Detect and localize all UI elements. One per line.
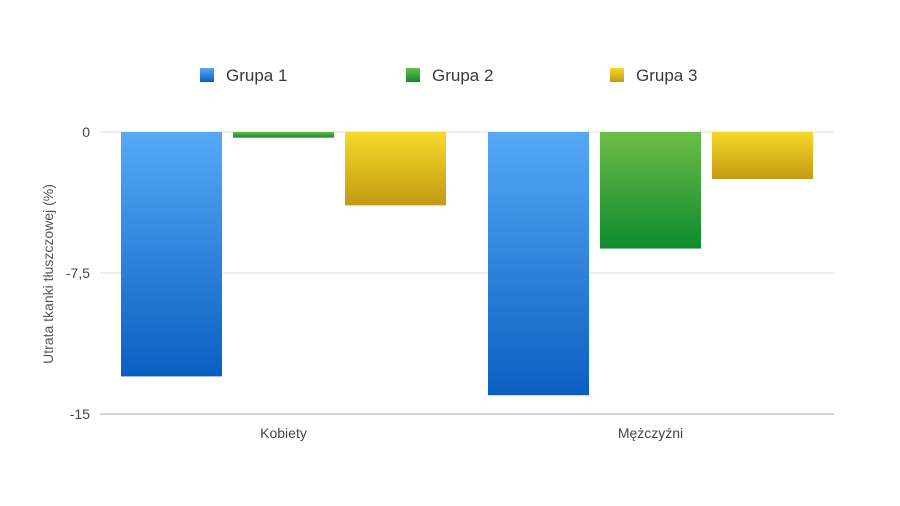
bar-grupa-3-0 [345,132,446,206]
bar-grupa-1-0 [121,132,222,377]
y-axis-ticks: 0 -7,5 -15 [66,124,90,422]
x-tick-label: Kobiety [260,425,307,441]
legend-swatch [200,68,214,82]
bar-grupa-3-1 [712,132,813,179]
bars [121,132,813,396]
y-axis-title: Utrata tkanki tłuszczowej (%) [40,184,56,364]
legend: Grupa 1 Grupa 2 Grupa 3 [200,66,697,85]
gridlines [100,131,834,274]
legend-label: Grupa 2 [432,66,493,85]
legend-label: Grupa 3 [636,66,697,85]
legend-swatch [406,68,420,82]
bar-grupa-2-1 [600,132,701,249]
x-axis-ticks: Kobiety Mężczyźni [260,425,683,441]
y-tick-label: -15 [70,406,90,422]
x-tick-label: Mężczyźni [618,425,683,441]
y-tick-label: 0 [82,124,90,140]
y-tick-label: -7,5 [66,265,90,281]
legend-label: Grupa 1 [226,66,287,85]
bar-grupa-2-0 [233,132,334,138]
bar-grupa-1-1 [488,132,589,396]
legend-swatch [610,68,624,82]
